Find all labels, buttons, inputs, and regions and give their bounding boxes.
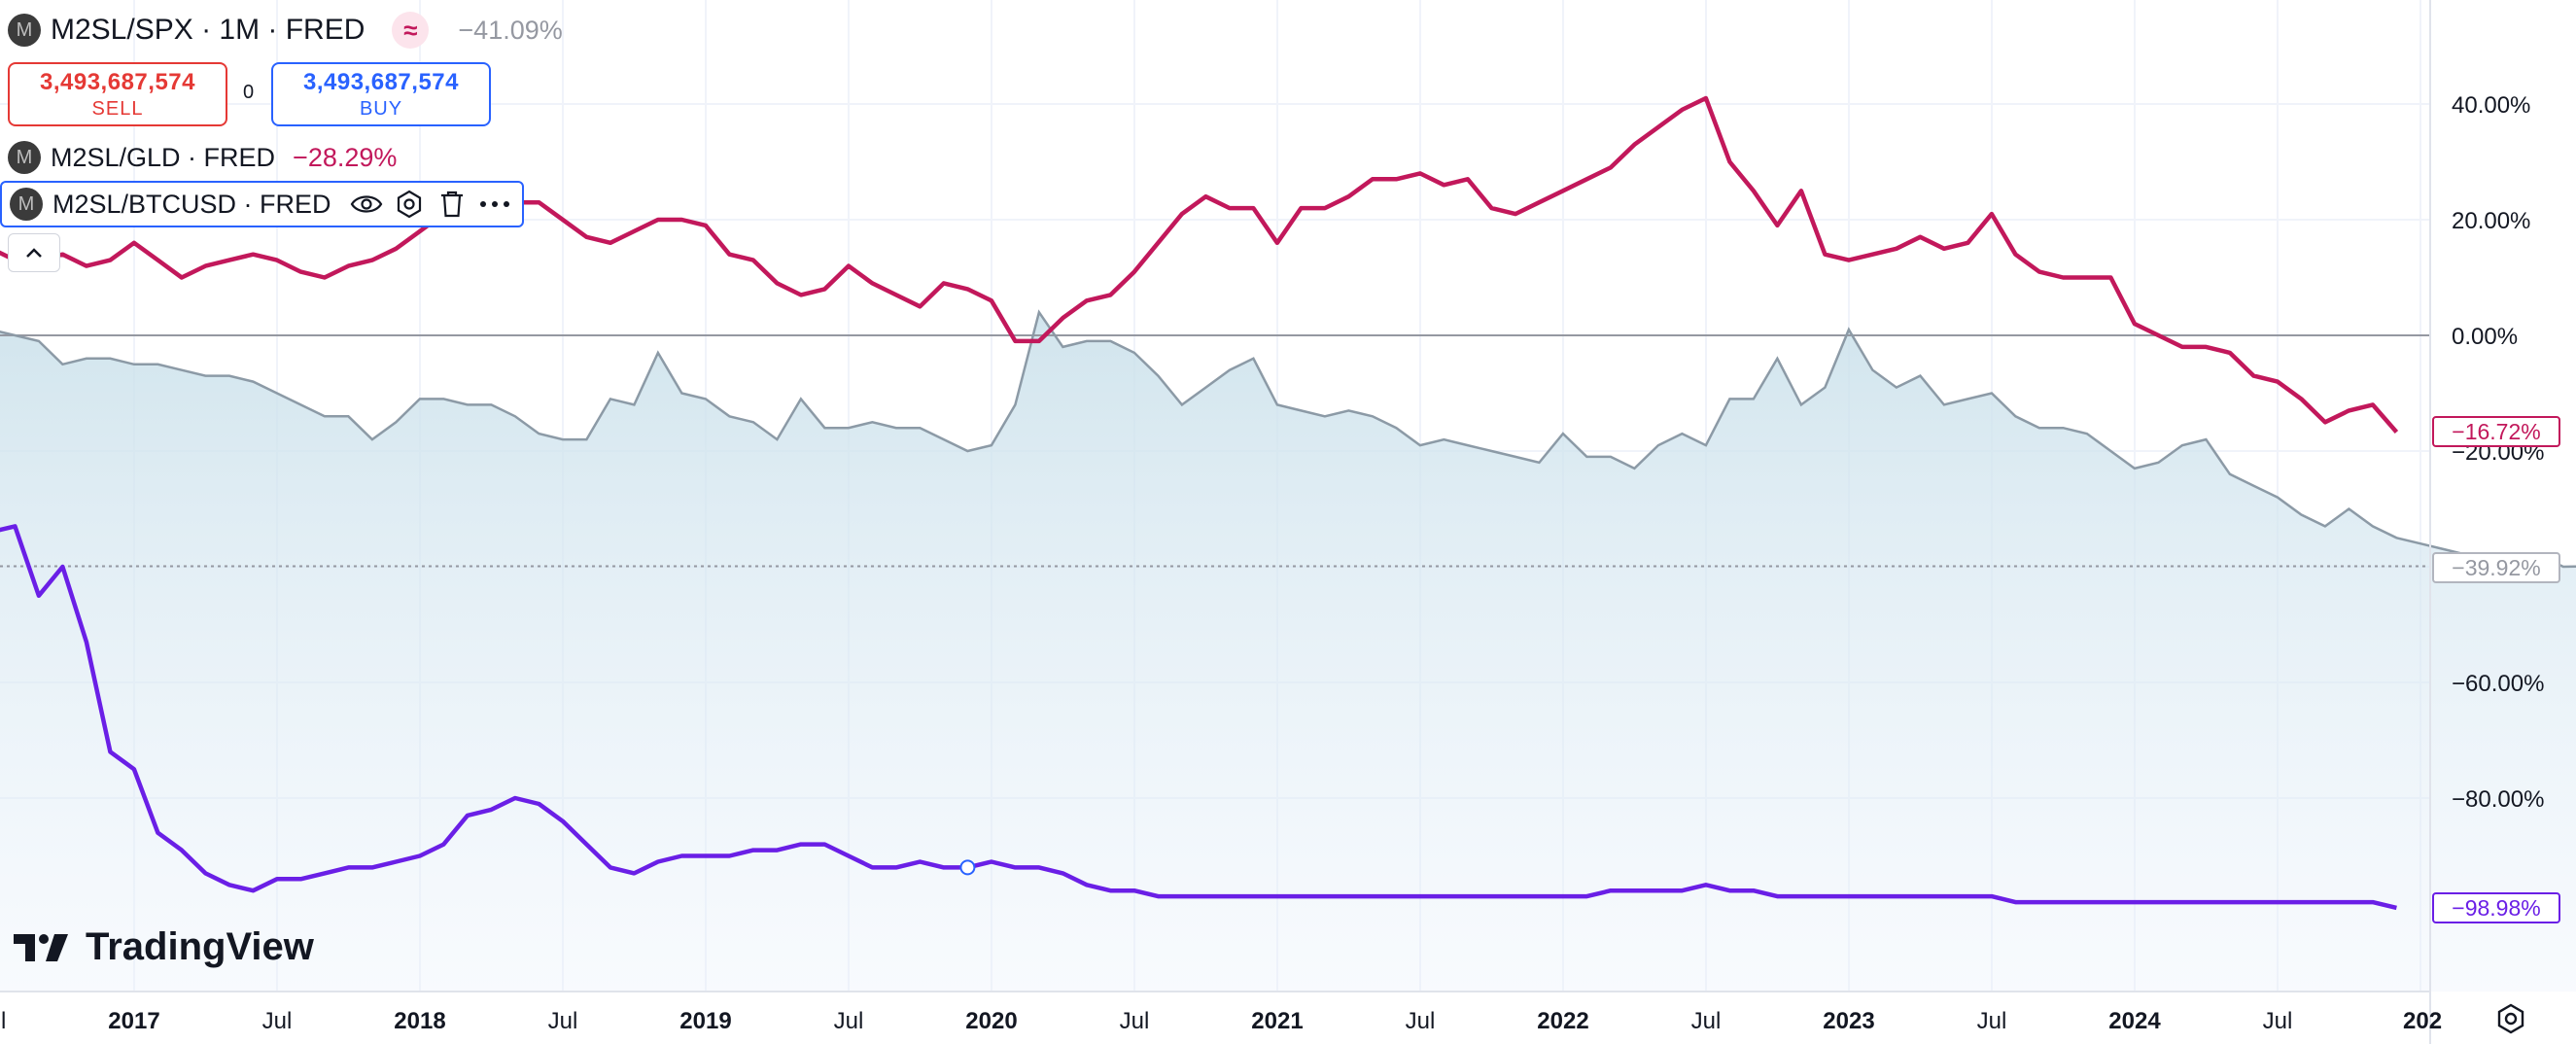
buy-label: BUY — [359, 97, 403, 120]
x-tick-label: Jul — [2263, 1008, 2293, 1034]
eye-icon[interactable] — [345, 185, 388, 224]
x-tick-label: 202 — [2403, 1008, 2442, 1034]
x-tick-label: Jul — [1977, 1008, 2007, 1034]
sell-price: 3,493,687,574 — [40, 68, 195, 95]
study-name-gld: M2SL/GLD · FRED — [51, 142, 276, 172]
study-toolbar — [345, 185, 516, 224]
spx-area-fill — [0, 312, 2576, 992]
x-tick-label: Jul — [1406, 1008, 1436, 1034]
main-symbol-change: −41.09% — [458, 15, 563, 45]
study-name-btc: M2SL/BTCUSD · FRED — [52, 189, 331, 219]
x-tick-label: 2023 — [1823, 1008, 1874, 1034]
y-tick-label: 20.00% — [2452, 208, 2530, 234]
y-tick-label: −80.00% — [2452, 786, 2544, 813]
study-change-gld: −28.29% — [293, 142, 398, 172]
study-legend-gld[interactable]: M M2SL/GLD · FRED −28.29% — [8, 141, 397, 174]
symbol-logo-icon: M — [8, 14, 41, 47]
x-tick-label: 2020 — [965, 1008, 1017, 1034]
brand-name: TradingView — [86, 925, 314, 968]
x-tick-label: Jul — [834, 1008, 864, 1034]
x-tick-label: Jul — [548, 1008, 578, 1034]
buy-price: 3,493,687,574 — [303, 68, 459, 95]
main-symbol-legend[interactable]: M M2SL/SPX · 1M · FRED ≈ −41.09% — [8, 12, 563, 49]
tradingview-logo[interactable]: TradingView — [14, 925, 314, 969]
x-tick-label: Jul — [262, 1008, 293, 1034]
x-tick-label: 2018 — [394, 1008, 445, 1034]
study-legend-btc[interactable]: M M2SL/BTCUSD · FRED — [0, 181, 524, 227]
tv-logo-icon — [14, 933, 68, 961]
time-axis: Jul 2017 Jul 2018 Jul 2019 Jul 2020 Jul 2021 Jul 20… — [0, 1008, 2442, 1034]
buy-button[interactable]: 3,493,687,574 BUY — [271, 62, 491, 126]
y-tick-label: −60.00% — [2452, 671, 2544, 697]
sell-button[interactable]: 3,493,687,574 SELL — [8, 62, 227, 126]
y-tick-label: 40.00% — [2452, 92, 2530, 119]
symbol-logo-icon: M — [8, 141, 41, 174]
x-tick-label: 2022 — [1537, 1008, 1588, 1034]
series-line-gld — [0, 95, 2399, 434]
price-label-btc: −98.98% — [2432, 892, 2560, 923]
more-icon[interactable] — [473, 185, 516, 224]
settings-icon[interactable] — [388, 185, 431, 224]
x-tick-label: 2017 — [108, 1008, 159, 1034]
series-line-spx — [0, 309, 2576, 569]
spread-value: 0 — [243, 82, 255, 103]
gear-icon[interactable] — [2494, 1002, 2527, 1035]
x-tick-label: 2021 — [1251, 1008, 1303, 1034]
sell-label: SELL — [91, 97, 144, 120]
trash-icon[interactable] — [431, 185, 473, 224]
series-line-btc — [0, 524, 2397, 911]
chevron-up-icon — [26, 248, 42, 258]
x-tick-label: Jul — [1691, 1008, 1722, 1034]
collapse-legend-button[interactable] — [8, 233, 60, 272]
x-tick-label: 2019 — [679, 1008, 731, 1034]
x-tick-label: 2024 — [2108, 1008, 2161, 1034]
crosshair-marker — [959, 859, 976, 876]
y-tick-label: 0.00% — [2452, 324, 2518, 350]
compare-icon[interactable]: ≈ — [392, 12, 430, 49]
x-tick-label: Jul — [0, 1008, 6, 1034]
x-tick-label: Jul — [1120, 1008, 1150, 1034]
price-label-gld: −16.72% — [2432, 416, 2560, 447]
symbol-logo-icon: M — [10, 188, 43, 221]
main-symbol-title: M2SL/SPX · 1M · FRED — [51, 14, 366, 46]
price-label-spx: −39.92% — [2432, 552, 2560, 583]
